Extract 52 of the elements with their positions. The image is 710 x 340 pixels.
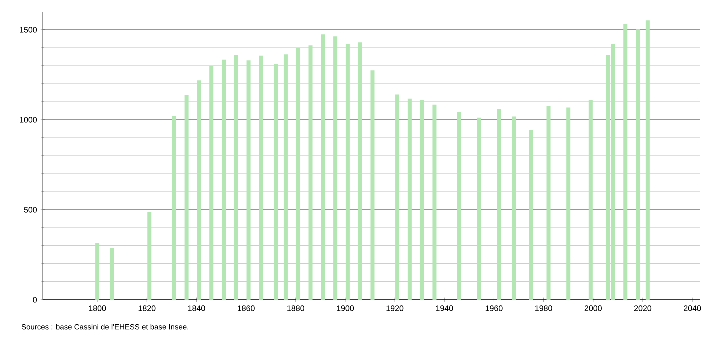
bar [334,36,338,300]
bar [636,29,640,300]
bar [110,248,114,300]
bar [477,118,482,300]
x-tick-label: 1920 [386,306,404,312]
bar [210,66,214,300]
bar [396,94,400,300]
bar [172,116,176,300]
x-tick-label: 1800 [89,306,106,312]
bar [321,34,326,300]
bar [346,44,350,300]
y-tick-label: 0 [33,297,38,303]
x-tick-label: 1880 [288,306,304,312]
bar [512,116,516,300]
bar [96,243,100,300]
bar [234,56,238,300]
bar [246,60,251,300]
x-tick-label: 2020 [634,306,652,312]
bar [274,64,278,300]
x-tick-label: 2000 [584,306,602,312]
bar [308,46,313,300]
x-tick-label: 1840 [188,306,206,312]
x-tick-label: 1820 [138,306,156,312]
x-tick-label: 1900 [337,306,354,312]
bar [624,24,628,300]
x-tick-label: 2040 [684,306,702,312]
x-tick-label: 1940 [436,306,454,312]
x-tick-label: 1980 [536,306,552,312]
x-tick-label: 1860 [238,306,255,312]
bar [148,212,152,300]
y-tick-label: 500 [24,207,38,213]
y-tick-label: 1500 [20,27,38,33]
bar [197,80,202,300]
bar [420,100,424,300]
bar [370,70,375,300]
bar [432,104,437,300]
bar [529,130,534,300]
x-tick-label: 1960 [486,306,503,312]
bar [588,100,593,300]
bar [497,110,502,300]
bar [566,108,571,300]
bar [358,42,362,300]
bar [284,54,288,300]
bar [546,106,551,300]
bar [222,60,226,300]
bar [646,20,650,300]
bar [296,48,300,300]
y-tick-label: 1000 [20,117,38,123]
bar [184,96,189,300]
bar [458,112,462,300]
bar [408,98,412,300]
bar [259,56,264,300]
